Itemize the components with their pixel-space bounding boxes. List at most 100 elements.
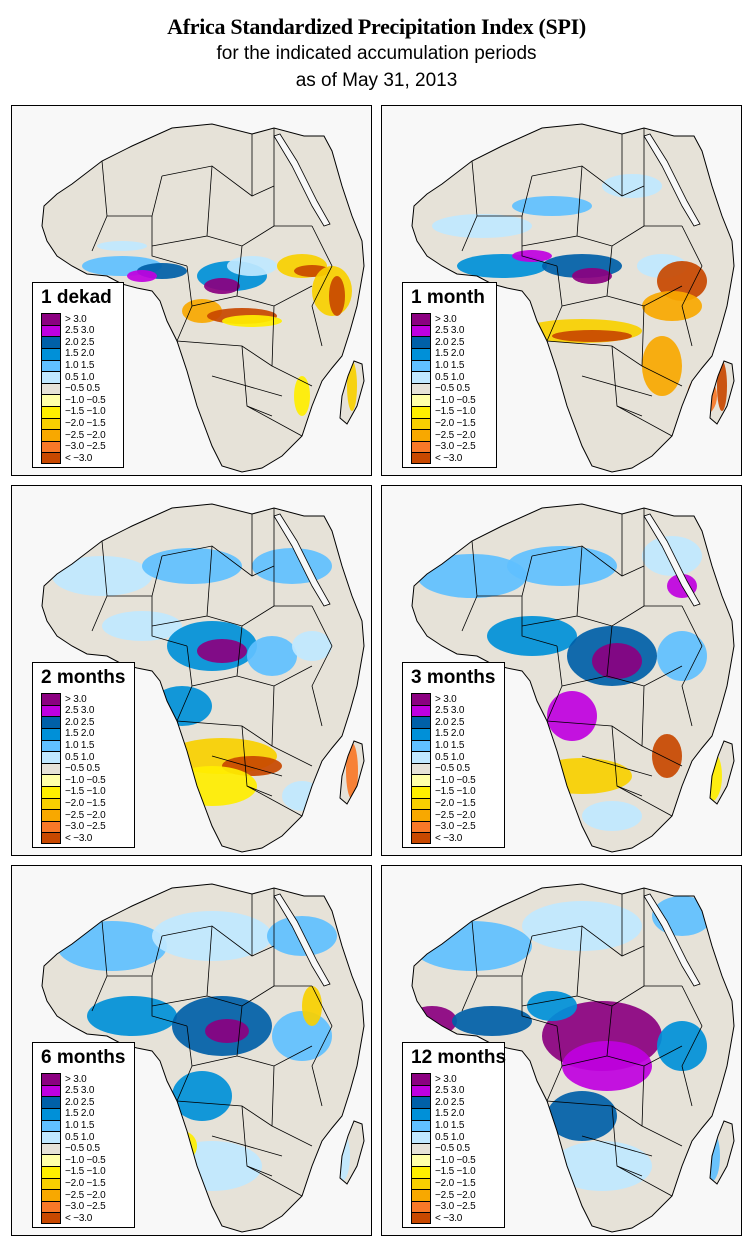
spi-region: [172, 1071, 232, 1121]
legend-item: 2.0 2.5: [41, 336, 117, 349]
legend-item: > 3.0: [411, 1073, 498, 1085]
legend-title: 12 months: [411, 1047, 507, 1069]
spi-region: [717, 361, 727, 411]
legend-range-label: 0.5 1.0: [435, 371, 465, 383]
page-date: as of May 31, 2013: [295, 70, 458, 91]
country-border: [246, 785, 303, 817]
spi-region: [412, 921, 532, 971]
legend-swatch: [411, 324, 431, 337]
spi-region: [562, 1041, 652, 1091]
legend-item: 1.5 2.0: [41, 728, 128, 740]
country-border: [581, 755, 653, 777]
legend-range-label: −1.0 −0.5: [65, 1154, 106, 1166]
legend-range-label: 1.0 1.5: [65, 739, 95, 751]
legend-item: > 3.0: [411, 313, 490, 325]
legend-swatch: [411, 429, 431, 441]
legend-range-label: −1.5 −1.0: [65, 786, 106, 798]
legend-swatch: [411, 704, 431, 717]
legend-range-label: 2.0 2.5: [65, 1096, 95, 1108]
legend-swatch: [41, 693, 61, 705]
legend: 1 month > 3.0 2.5 3.0 2.0 2.5 1.5 2.0 1.0 1.5…: [402, 282, 497, 468]
spi-region: [412, 1006, 457, 1036]
country-border: [236, 245, 313, 307]
legend-range-label: 2.5 3.0: [435, 325, 465, 337]
spi-region: [417, 554, 527, 598]
legend-item: 2.5 3.0: [41, 324, 117, 337]
spi-region: [302, 986, 322, 1026]
country-border: [151, 596, 188, 647]
legend-swatch: [41, 1073, 61, 1085]
legend-swatch: [411, 1212, 431, 1224]
legend-swatch: [41, 348, 61, 360]
legend-swatch: [411, 751, 431, 763]
spi-region: [222, 315, 282, 327]
spi-region: [282, 781, 322, 811]
legend-item: −1.0 −0.5: [411, 394, 490, 407]
legend-range-label: 2.0 2.5: [435, 1096, 465, 1108]
country-border: [211, 1135, 283, 1157]
legend-range-label: 1.0 1.5: [65, 359, 95, 371]
legend-item: −2.0 −1.5: [41, 1177, 128, 1190]
legend-swatch: [41, 440, 61, 453]
legend-range-label: −1.0 −0.5: [65, 774, 106, 786]
legend-range-label: −2.5 −2.0: [435, 809, 476, 821]
legend-range-label: 2.0 2.5: [435, 336, 465, 348]
legend-range-label: −0.5 0.5: [65, 1143, 100, 1155]
legend-swatch: [41, 1108, 61, 1120]
legend-swatch: [411, 1177, 431, 1190]
legend-swatch: [411, 797, 431, 810]
legend-swatch: [411, 832, 431, 844]
legend-range-label: 1.0 1.5: [435, 739, 465, 751]
country-border: [91, 975, 108, 1012]
legend-swatch: [41, 762, 61, 775]
legend-swatch: [411, 1073, 431, 1085]
legend-range-label: 1.0 1.5: [435, 359, 465, 371]
legend-range-label: 2.0 2.5: [65, 716, 95, 728]
legend-item: −2.0 −1.5: [41, 797, 128, 810]
legend-item: 2.5 3.0: [411, 704, 498, 717]
legend-item: −1.5 −1.0: [41, 786, 128, 798]
country-border: [531, 545, 645, 577]
spi-region: [547, 1091, 617, 1141]
legend-swatch: [41, 1119, 61, 1132]
legend-swatch: [41, 1212, 61, 1224]
legend-item: −2.5 −2.0: [41, 1189, 128, 1201]
legend-range-label: −1.0 −0.5: [65, 394, 106, 406]
legend-swatch: [411, 693, 431, 705]
legend-range-label: −0.5 0.5: [435, 383, 470, 395]
country-border: [211, 755, 283, 777]
spi-region: [507, 546, 617, 586]
country-border: [681, 605, 703, 727]
legend-swatch: [411, 739, 431, 752]
legend-item: −2.5 −2.0: [41, 809, 128, 821]
legend-item: < −3.0: [411, 832, 498, 844]
legend-item: < −3.0: [411, 1212, 498, 1224]
country-border: [151, 976, 188, 1027]
spi-region: [552, 1141, 652, 1191]
country-border: [546, 685, 643, 747]
africa-map: [41, 883, 365, 1233]
spi-region: [432, 214, 532, 238]
map-panel-6-months: 6 months > 3.0 2.5 3.0 2.0 2.5 1.5 2.0 1.0 1.…: [11, 865, 372, 1236]
red-sea: [643, 893, 701, 987]
legend-item: −1.0 −0.5: [41, 1154, 128, 1167]
red-sea: [273, 513, 331, 607]
country-border: [471, 920, 533, 977]
spi-region: [532, 758, 632, 794]
spi-region: [657, 631, 707, 681]
legend-swatch: [41, 739, 61, 752]
legend-range-label: < −3.0: [435, 1212, 463, 1224]
map-panel-2-months: 2 months > 3.0 2.5 3.0 2.0 2.5 1.5 2.0 1.0 1.…: [11, 485, 372, 856]
country-border: [616, 1165, 673, 1197]
legend-item: −0.5 0.5: [41, 762, 128, 775]
legend-item: < −3.0: [41, 832, 128, 844]
legend-item: −3.0 −2.5: [411, 820, 498, 833]
legend-range-label: −1.5 −1.0: [435, 406, 476, 418]
legend-item: −1.5 −1.0: [41, 406, 117, 418]
country-border: [176, 685, 273, 747]
spi-region: [142, 548, 242, 584]
legend-item: −1.0 −0.5: [411, 1154, 498, 1167]
legend-swatch: [411, 452, 431, 464]
map-panel-3-months: 3 months > 3.0 2.5 3.0 2.0 2.5 1.5 2.0 1.0 1.…: [381, 485, 742, 856]
legend-range-label: 2.5 3.0: [65, 325, 95, 337]
